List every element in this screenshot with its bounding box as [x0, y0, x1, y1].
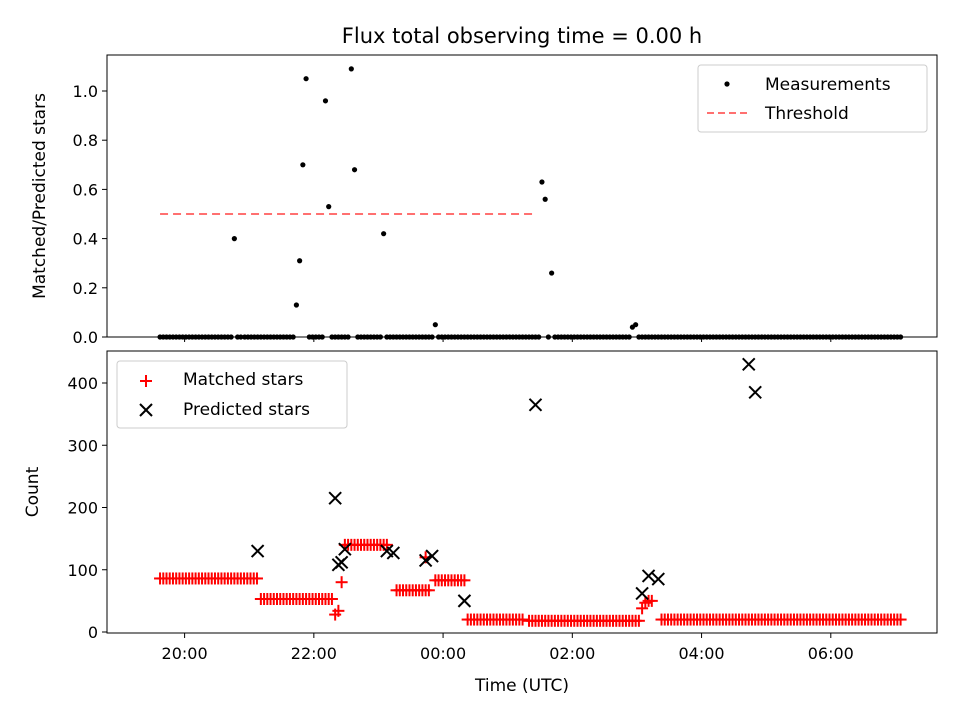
ratio-y-tick-label: 0.6 — [73, 180, 98, 199]
measurement-point — [432, 322, 438, 328]
predicted-star-point — [748, 385, 762, 400]
counts-y-tick-label: 0 — [88, 623, 98, 642]
counts-x-tick-label: 20:00 — [162, 644, 208, 663]
counts-y-tick-label: 100 — [67, 561, 98, 580]
predicted-star-point — [457, 594, 472, 608]
measurement-point — [348, 66, 354, 72]
legend-measurements-label: Measurements — [765, 75, 891, 95]
legend-predicted-marker — [139, 403, 153, 417]
measurement-point — [429, 334, 435, 340]
matched-star-point — [325, 593, 338, 606]
legend-measurements-marker — [724, 81, 730, 87]
measurement-point — [345, 334, 351, 340]
measurement-point — [539, 179, 545, 185]
predicted-star-point — [386, 546, 401, 560]
counts-plot-frame — [106, 350, 938, 634]
counts-x-tick-label: 22:00 — [291, 644, 337, 663]
counts-x-ticks: 20:00 22:00 00:00 02:00 04:00 06:00 — [162, 633, 854, 663]
predicted-star-point — [635, 586, 649, 601]
ratio-y-ticks: 0.0 0.2 0.4 0.6 0.8 1.0 — [73, 82, 107, 347]
measurement-point — [351, 167, 358, 173]
measurement-point — [545, 334, 552, 340]
measurement-point — [549, 270, 555, 276]
predicted-star-point — [425, 549, 439, 563]
legend-threshold-label: Threshold — [764, 104, 849, 124]
measurement-point — [536, 334, 542, 340]
ratio-panel: Matched/Predicted stars 0.0 0.2 0.4 0.6 0.8 1… — [30, 54, 938, 347]
measurement-point — [297, 258, 303, 264]
predicted-star-point — [338, 542, 352, 556]
counts-x-tick-label: 02:00 — [549, 644, 595, 663]
matched-star-point — [335, 576, 348, 589]
counts-legend-box — [116, 360, 348, 429]
legend-matched-marker — [140, 375, 152, 387]
predicted-star-point — [528, 398, 543, 412]
measurement-point — [326, 204, 332, 210]
measurement-point — [377, 334, 383, 340]
measurement-point — [290, 334, 296, 340]
legend-matched-label: Matched stars — [183, 370, 303, 390]
predicted-star-point — [742, 357, 756, 372]
predicted-star-point — [328, 491, 342, 505]
matched-star-point — [422, 584, 435, 597]
measurement-point — [542, 196, 548, 202]
measurement-point — [897, 334, 904, 340]
counts-y-tick-label: 200 — [67, 499, 98, 518]
counts-x-axis-label: Time (UTC) — [474, 676, 569, 696]
measurement-point — [303, 76, 309, 82]
ratio-y-axis-label: Matched/Predicted stars — [30, 93, 50, 299]
chart-title: Flux total observing time = 0.00 h — [342, 24, 702, 48]
counts-y-tick-label: 300 — [67, 436, 98, 455]
counts-legend: Matched stars Predicted stars — [116, 360, 348, 429]
measurement-points — [157, 66, 904, 340]
ratio-y-tick-label: 0.2 — [73, 279, 98, 298]
matched-star-point — [632, 614, 645, 627]
counts-y-tick-label: 400 — [67, 374, 98, 393]
counts-y-axis-label: Count — [23, 466, 43, 517]
ratio-legend: Measurements Threshold — [697, 64, 928, 133]
counts-x-tick-label: 00:00 — [420, 644, 466, 663]
measurement-point — [238, 334, 244, 340]
ratio-y-tick-label: 0.0 — [73, 328, 98, 347]
measurement-point — [231, 236, 237, 242]
predicted-star-point — [651, 572, 665, 586]
predicted-star-point — [250, 544, 265, 558]
ratio-y-tick-label: 0.4 — [73, 230, 98, 249]
counts-x-tick-label: 06:00 — [808, 644, 854, 663]
measurement-point — [626, 334, 632, 340]
ratio-y-tick-label: 1.0 — [73, 82, 98, 101]
matched-points — [154, 538, 907, 627]
counts-x-tick-label: 04:00 — [679, 644, 725, 663]
ratio-y-tick-label: 0.8 — [73, 131, 98, 150]
measurement-point — [633, 322, 639, 328]
predicted-points — [250, 357, 762, 608]
matched-star-point — [332, 604, 345, 617]
measurement-point — [228, 334, 234, 340]
measurement-point — [381, 231, 387, 237]
predicted-star-point — [334, 555, 349, 569]
matched-star-point — [645, 594, 658, 607]
measurement-point — [322, 98, 329, 104]
predicted-star-point — [641, 569, 656, 583]
predicted-star-point — [418, 553, 433, 568]
measurement-point — [319, 334, 325, 340]
matched-star-point — [380, 538, 393, 551]
matched-star-point — [458, 574, 471, 587]
counts-y-ticks: 0 100 200 300 400 — [67, 374, 107, 642]
legend-predicted-label: Predicted stars — [183, 400, 310, 420]
ratio-legend-box — [697, 64, 928, 133]
counts-panel: Count Time (UTC) 0 100 200 300 400 20:00 22:0… — [23, 350, 938, 696]
measurement-point — [300, 162, 306, 168]
matched-star-point — [250, 572, 263, 585]
matched-star-point — [894, 613, 907, 626]
measurement-point — [293, 302, 299, 308]
matched-star-point — [516, 613, 529, 626]
